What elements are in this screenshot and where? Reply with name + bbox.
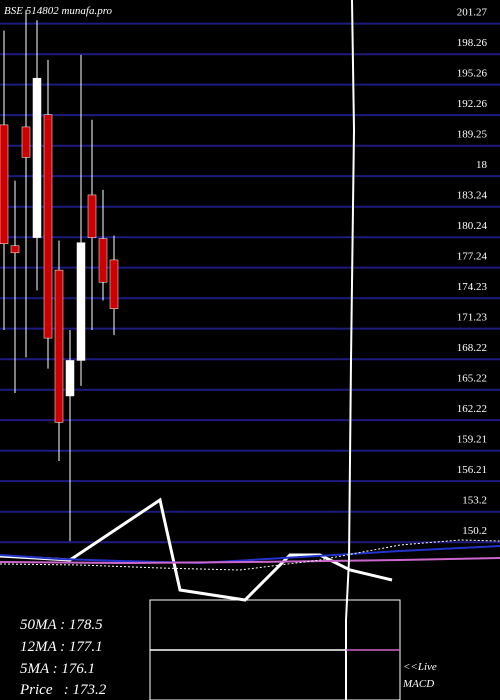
y-tick-label: 177.24 [457, 251, 488, 263]
y-tick-label: 159.21 [457, 434, 487, 446]
candle-body [87, 194, 97, 238]
y-tick-label: 174.23 [457, 281, 488, 293]
candle-body [54, 269, 64, 423]
y-tick-label: 165.22 [457, 373, 487, 385]
y-tick-label: 198.26 [457, 37, 488, 49]
y-tick-label: 192.26 [457, 98, 488, 110]
indicator-label: MACD [402, 678, 434, 690]
live-label: <<Live [403, 661, 437, 673]
candles [0, 10, 119, 542]
y-tick-label: 168.22 [457, 342, 487, 354]
candle-body [43, 114, 53, 339]
volume-spike [345, 0, 356, 700]
chart-title: BSE 514802 munafa.pro [4, 5, 113, 17]
signal-line [0, 539, 500, 571]
candle-body [32, 77, 42, 238]
candle-body [98, 238, 108, 283]
grid: 201.27 198.26 195.26 192.26 189.25 18 183.24 18… [0, 7, 500, 544]
stat: 5MA : 176.1 [20, 661, 95, 677]
y-tick-label: 183.24 [457, 190, 488, 202]
y-tick-label: 189.25 [457, 129, 488, 141]
candle-body [0, 124, 9, 244]
stat: 12MA : 177.1 [20, 639, 103, 655]
y-tick-label: 171.23 [457, 312, 488, 324]
candle-body [21, 126, 31, 158]
y-tick-label: 150.2 [462, 525, 487, 537]
stat: 50MA : 178.5 [20, 617, 103, 633]
y-tick-label: 195.26 [457, 68, 488, 80]
stat: Price : 173.2 [19, 682, 107, 698]
candle-body [65, 360, 75, 397]
candle-body [10, 245, 20, 254]
candle-body [109, 259, 119, 309]
candle-body [76, 242, 86, 361]
y-tick-label: 162.22 [457, 403, 487, 415]
ma-line [0, 557, 500, 565]
y-tick-label: 180.24 [457, 220, 488, 232]
y-tick-label: 18 [476, 159, 488, 171]
y-tick-label: 156.21 [457, 464, 487, 476]
y-tick-label: 201.27 [457, 7, 488, 19]
y-tick-label: 153.2 [462, 495, 487, 507]
